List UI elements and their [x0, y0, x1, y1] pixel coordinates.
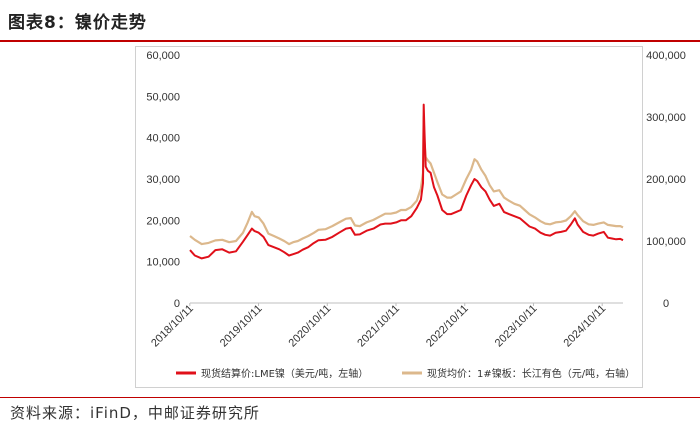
x-tick-label: 2018/10/11: [149, 303, 196, 350]
legend-item-changjiang-label: 现货均价：1#镍板：长江有色（元/吨，右轴）: [427, 367, 635, 380]
chart-frame: [135, 46, 643, 388]
x-tick-label: 2021/10/11: [355, 303, 402, 350]
y-left-tick-label: 10,000: [146, 257, 180, 269]
y-right-tick-label: 200,000: [646, 174, 686, 186]
y-left-tick-label: 60,000: [146, 50, 180, 62]
x-tick-label: 2023/10/11: [493, 303, 540, 350]
legend-item-lme-label: 现货结算价:LME镍（美元/吨，左轴）: [201, 367, 368, 380]
y-right-tick-label: 300,000: [646, 112, 686, 124]
x-tick-label: 2020/10/11: [287, 303, 334, 350]
figure-title: 图表8：镍价走势: [8, 13, 147, 33]
chart-legend: 现货结算价:LME镍（美元/吨，左轴） 现货均价：1#镍板：长江有色（元/吨，右轴…: [176, 367, 635, 380]
report-header: 图表8：镍价走势: [0, 0, 700, 42]
x-tick-label: 2022/10/11: [424, 303, 471, 350]
x-tick-label: 2019/10/11: [218, 303, 265, 350]
x-tick-label: 2024/10/11: [561, 303, 608, 350]
y-left-tick-label: 20,000: [146, 215, 180, 227]
header-divider: [0, 40, 700, 42]
chart-series: [189, 103, 624, 260]
y-left-tick-label: 40,000: [146, 133, 180, 145]
y-right-tick-label: 0: [663, 298, 669, 310]
y-left-tick-label: 30,000: [146, 174, 180, 186]
series-line-changjiang-nickel: [189, 115, 624, 246]
footer-divider: [0, 397, 700, 398]
y-left-tick-label: 50,000: [146, 91, 180, 103]
y-right-tick-label: 400,000: [646, 50, 686, 62]
y-left-tick-label: 0: [174, 298, 180, 310]
y-right-tick-label: 100,000: [646, 236, 686, 248]
series-line-lme-nickel: [189, 103, 624, 260]
source-note: 资料来源：iFinD，中邮证券研究所: [10, 404, 260, 422]
